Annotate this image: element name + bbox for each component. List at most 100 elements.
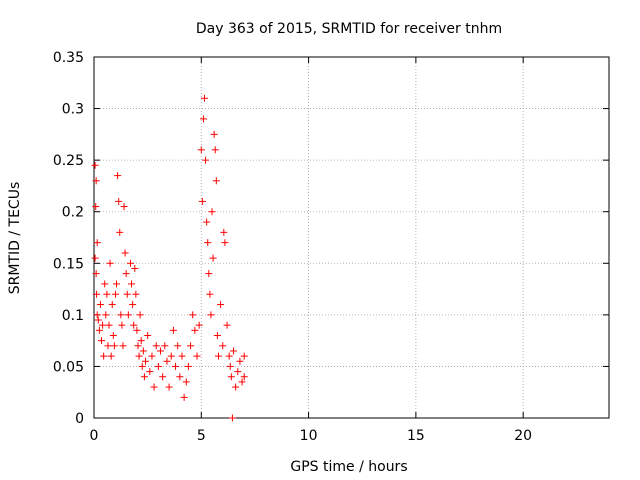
data-point <box>104 342 112 350</box>
y-tick-label: 0.15 <box>53 256 84 272</box>
data-point <box>178 352 186 360</box>
data-point <box>197 146 205 154</box>
data-point <box>150 383 158 391</box>
chart-title: Day 363 of 2015, SRMTID for receiver tnh… <box>196 21 502 37</box>
data-point <box>240 373 248 381</box>
data-point <box>95 326 103 334</box>
data-point <box>201 94 209 102</box>
data-point <box>207 311 215 319</box>
data-point <box>111 290 119 298</box>
data-point <box>91 254 99 262</box>
data-point <box>93 311 101 319</box>
data-point <box>210 130 218 138</box>
data-point <box>198 197 206 205</box>
y-tick-label: 0.2 <box>62 205 84 221</box>
y-tick-label: 0 <box>75 411 84 427</box>
data-point <box>109 331 117 339</box>
data-point <box>187 342 195 350</box>
plot-frame <box>93 56 610 419</box>
data-point <box>135 352 143 360</box>
data-point <box>118 321 126 329</box>
data-point <box>119 342 127 350</box>
axis-ticks: 0 5 10 15 20 0 0.05 0.1 0.15 0.2 0.25 0.3 0.35 <box>53 50 609 444</box>
data-point <box>205 270 213 278</box>
data-point <box>123 290 131 298</box>
data-point <box>180 393 188 401</box>
data-point <box>221 239 229 247</box>
data-point <box>191 326 199 334</box>
data-point <box>203 218 211 226</box>
data-point <box>96 301 104 309</box>
data-point <box>120 203 128 211</box>
data-point <box>146 368 154 376</box>
data-point <box>106 259 114 267</box>
data-point <box>129 301 137 309</box>
data-point <box>93 290 101 298</box>
data-point <box>110 342 118 350</box>
data-point <box>182 378 190 386</box>
data-point <box>105 321 113 329</box>
data-point <box>217 301 225 309</box>
data-point <box>134 342 142 350</box>
data-point <box>184 362 192 370</box>
x-tick-label: 20 <box>514 428 532 444</box>
data-point <box>204 239 212 247</box>
data-point <box>174 342 182 350</box>
data-point <box>167 352 175 360</box>
data-point <box>98 337 106 345</box>
data-point <box>92 203 100 211</box>
data-point <box>172 362 180 370</box>
data-point <box>108 301 116 309</box>
data-point <box>126 259 134 267</box>
y-tick-label: 0.1 <box>62 308 84 324</box>
data-point <box>142 357 149 365</box>
data-point <box>152 342 160 350</box>
x-tick-label: 5 <box>197 428 206 444</box>
data-point <box>232 383 240 391</box>
data-point <box>169 326 177 334</box>
data-point <box>115 197 123 205</box>
data-point <box>91 161 99 169</box>
data-point <box>124 311 132 319</box>
data-point <box>100 352 108 360</box>
data-point <box>193 352 201 360</box>
data-point <box>93 239 101 247</box>
data-point <box>113 280 121 288</box>
data-point <box>211 146 219 154</box>
x-tick-label: 15 <box>407 428 425 444</box>
data-point <box>144 331 152 339</box>
data-point <box>116 228 124 236</box>
data-point <box>189 311 197 319</box>
data-point <box>209 254 217 262</box>
data-point <box>103 290 111 298</box>
y-tick-label: 0.3 <box>62 102 84 118</box>
data-point <box>140 373 148 381</box>
data-point <box>208 208 216 216</box>
data-point <box>102 311 110 319</box>
data-point <box>138 362 146 370</box>
data-point <box>148 352 156 360</box>
data-point <box>225 352 233 360</box>
data-point <box>132 290 140 298</box>
data-point <box>122 270 130 278</box>
grid <box>94 57 609 418</box>
data-point <box>165 383 173 391</box>
data-point <box>238 378 246 386</box>
x-axis-label: GPS time / hours <box>290 459 407 475</box>
data-point <box>212 177 220 185</box>
data-point <box>199 115 207 123</box>
data-point <box>214 352 222 360</box>
data-point <box>130 321 138 329</box>
data-point <box>92 270 100 278</box>
data-point <box>227 373 235 381</box>
data-point <box>139 347 147 355</box>
data-point <box>195 321 203 329</box>
data-point <box>128 280 136 288</box>
data-point <box>176 373 184 381</box>
y-axis-label: SRMTID / TECUs <box>7 182 23 295</box>
data-point <box>206 290 214 298</box>
data-point <box>159 373 167 381</box>
data-point <box>234 368 242 376</box>
data-point <box>133 326 141 334</box>
